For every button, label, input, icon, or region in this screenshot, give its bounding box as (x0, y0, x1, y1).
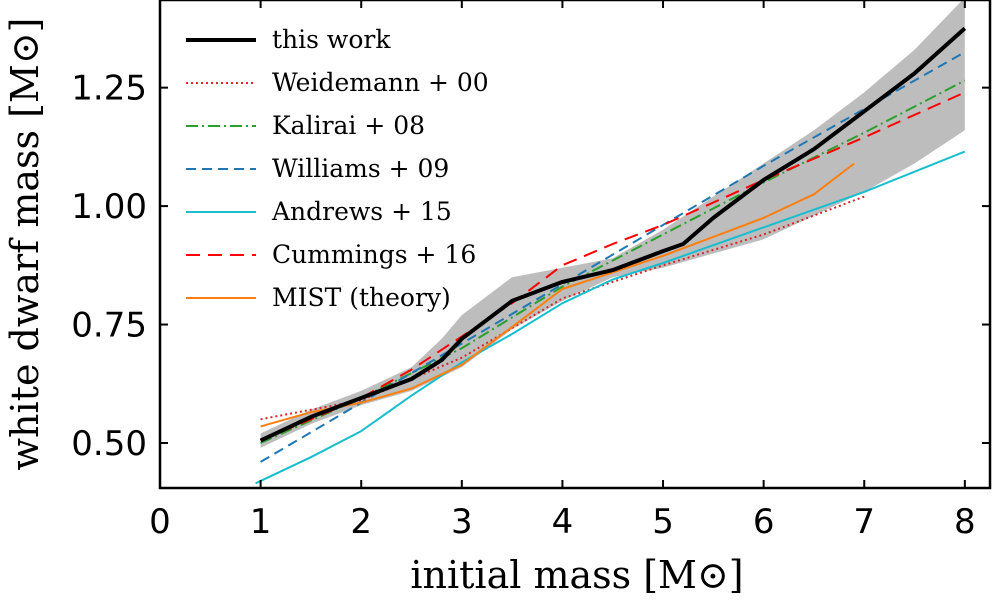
legend-entry-weidemann-00: Weidemann + 00 (186, 68, 489, 97)
legend-entry-cummings-16: Cummings + 16 (186, 240, 476, 269)
series-line-kalirai-08 (260, 79, 966, 444)
legend-label: Andrews + 15 (271, 197, 452, 226)
legend-label: MIST (theory) (272, 283, 451, 312)
series-layer (255, 26, 967, 485)
x-tick-label: 6 (753, 502, 775, 542)
legend-entry-this-work: this work (186, 25, 391, 54)
legend-label: Williams + 09 (272, 154, 449, 183)
legend-entry-andrews-15: Andrews + 15 (186, 197, 452, 226)
x-tick-label: 3 (451, 502, 473, 542)
legend-label: this work (272, 25, 391, 54)
y-tick-label: 1.25 (71, 69, 147, 109)
y-axis-label: white dwarf mass [M⊙] (3, 18, 47, 471)
series-line-mist-theory (260, 162, 855, 428)
y-tick-label: 0.75 (71, 306, 147, 346)
legend-entry-mist-theory: MIST (theory) (186, 283, 451, 312)
series-line-andrews-15 (255, 150, 966, 485)
uncertainty-band-layer (260, 0, 965, 448)
series-line-cummings-16 (260, 91, 966, 442)
tick-layer: 0 1 2 3 4 5 6 7 8 0.50 0.75 1.00 1.25 (71, 0, 990, 542)
x-axis-label: initial mass [M⊙] (410, 553, 743, 597)
x-tick-label: 2 (350, 502, 372, 542)
legend: this work Weidemann + 00 Kalirai + 08 Willi… (186, 25, 489, 312)
legend-entry-kalirai-08: Kalirai + 08 (186, 111, 425, 140)
x-tick-label: 8 (954, 502, 976, 542)
x-tick-label: 4 (552, 502, 574, 542)
x-tick-label: 0 (149, 502, 171, 542)
x-tick-label: 7 (853, 502, 875, 542)
uncertainty-band (260, 0, 965, 448)
y-tick-label: 1.00 (71, 187, 147, 227)
y-tick-label: 0.50 (71, 424, 147, 464)
legend-label: Kalirai + 08 (272, 111, 425, 140)
x-tick-label: 1 (250, 502, 272, 542)
legend-label: Cummings + 16 (272, 240, 476, 269)
series-line-this-work (259, 26, 967, 443)
x-tick-label: 5 (652, 502, 674, 542)
legend-entry-williams-09: Williams + 09 (186, 154, 449, 183)
plot-frame (158, 0, 992, 490)
legend-label: Weidemann + 00 (272, 68, 489, 97)
